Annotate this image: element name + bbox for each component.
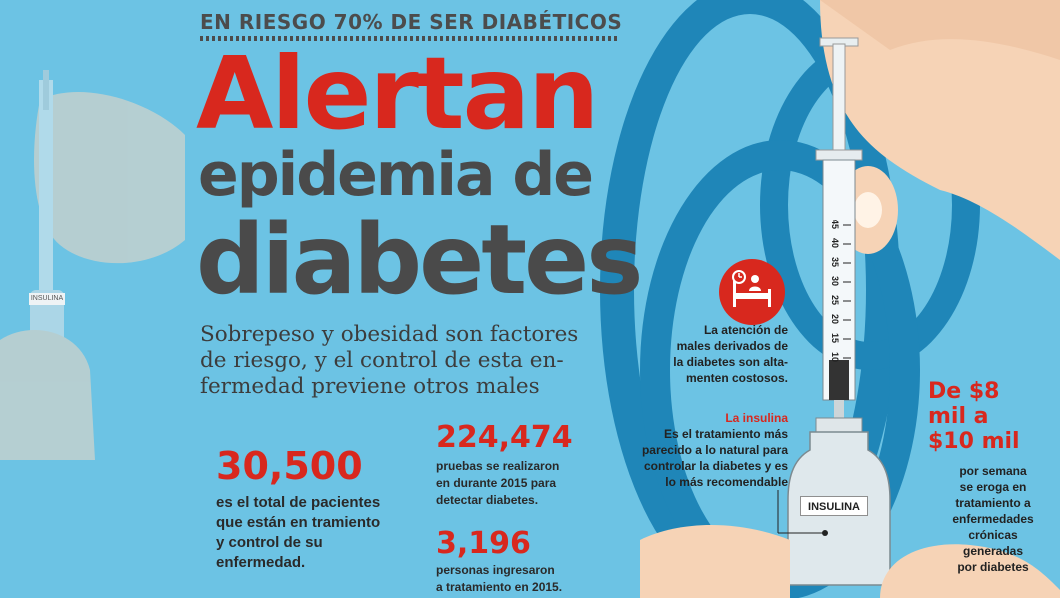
syringe-scale-label: 20 — [830, 314, 840, 324]
note-line: males derivados de — [676, 339, 788, 353]
care-cost-note: La atención de males derivados de la dia… — [640, 322, 788, 386]
headline-line-3: diabetes — [196, 204, 643, 316]
cost-line: De $8 — [928, 379, 1000, 404]
stat-tests-text: pruebas se realizaron en durante 2015 pa… — [436, 458, 559, 509]
cost-body-line: tratamiento a — [955, 496, 1031, 510]
stat-patients-value: 30,500 — [216, 444, 363, 488]
kicker: EN RIESGO 70% DE SER DIABÉTICOS — [200, 10, 623, 34]
stat-line: y control de su — [216, 534, 323, 551]
note-line: controlar la diabetes y es — [643, 459, 788, 473]
cost-body-line: crónicas — [968, 528, 1018, 542]
stat-patients-text: es el total de pacientes que están en tr… — [216, 493, 380, 573]
syringe-scale-label: 35 — [830, 257, 840, 267]
cost-description: por semana se eroga en tratamiento a enf… — [928, 463, 1058, 575]
note-line: parecido a lo natural para — [641, 443, 788, 457]
hospital-bed-icon — [719, 259, 785, 325]
cost-body-line: enfermedades — [952, 512, 1034, 526]
cost-body-line: por diabetes — [957, 560, 1029, 574]
subtitle-line: fermedad previene otros males — [200, 374, 540, 399]
headline-line-2: epidemia de — [198, 140, 594, 210]
cost-body-line: generadas — [962, 544, 1024, 558]
stat-new-patients-text: personas ingresaron a tratamiento en 201… — [436, 562, 562, 596]
subtitle-line: Sobrepeso y obesidad son factores — [200, 322, 579, 347]
cost-body-line: por semana — [959, 464, 1027, 478]
insulin-label: La insulina — [725, 411, 788, 425]
syringe-illustration — [640, 0, 1060, 598]
cost-line: mil a — [928, 404, 989, 429]
stat-line: pruebas se realizaron — [436, 459, 560, 473]
stat-line: personas ingresaron — [436, 563, 555, 577]
faded-vial-label: INSULINA — [29, 293, 65, 305]
hospital-bed-glyph — [732, 270, 771, 307]
faded-syringe-illustration — [0, 70, 185, 460]
stat-tests-value: 224,474 — [436, 420, 573, 455]
stat-line: detectar diabetes. — [436, 493, 539, 507]
cost-body-line: se eroga en — [959, 480, 1027, 494]
note-line: menten costosos. — [685, 371, 788, 385]
kicker-divider — [200, 36, 618, 41]
stat-line: es el total de pacientes — [216, 494, 381, 511]
syringe-scale: 45 40 35 30 25 20 15 10 — [830, 220, 851, 362]
stat-line: en durante 2015 para — [436, 476, 557, 490]
syringe-scale-label: 25 — [830, 295, 840, 305]
stat-line: a tratamiento en 2015. — [436, 580, 563, 594]
syringe-scale-label: 45 — [830, 220, 840, 229]
stat-line: que están en tramiento — [216, 514, 381, 531]
stat-new-patients-value: 3,196 — [436, 526, 531, 561]
vial-label: INSULINA — [800, 496, 868, 516]
note-line: Es el tratamiento más — [663, 427, 788, 441]
headline-line-1: Alertan — [196, 35, 599, 152]
subtitle-line: de riesgo, y el control de esta en- — [200, 348, 564, 373]
note-line: La atención de — [703, 323, 788, 337]
cost-amount: De $8 mil a $10 mil — [928, 379, 1058, 454]
syringe-scale-label: 10 — [830, 352, 840, 362]
cost-line: $10 mil — [928, 429, 1020, 454]
syringe-scale-label: 30 — [830, 276, 840, 286]
insulin-note: La insulina Es el tratamiento más pareci… — [620, 410, 788, 490]
note-line: la diabetes son alta- — [673, 355, 788, 369]
syringe-scale-label: 40 — [830, 238, 840, 248]
syringe-scale-label: 15 — [830, 333, 840, 343]
stat-line: enfermedad. — [216, 554, 306, 571]
note-line: lo más recomendable — [665, 475, 788, 489]
subtitle: Sobrepeso y obesidad son factores de rie… — [200, 322, 600, 400]
